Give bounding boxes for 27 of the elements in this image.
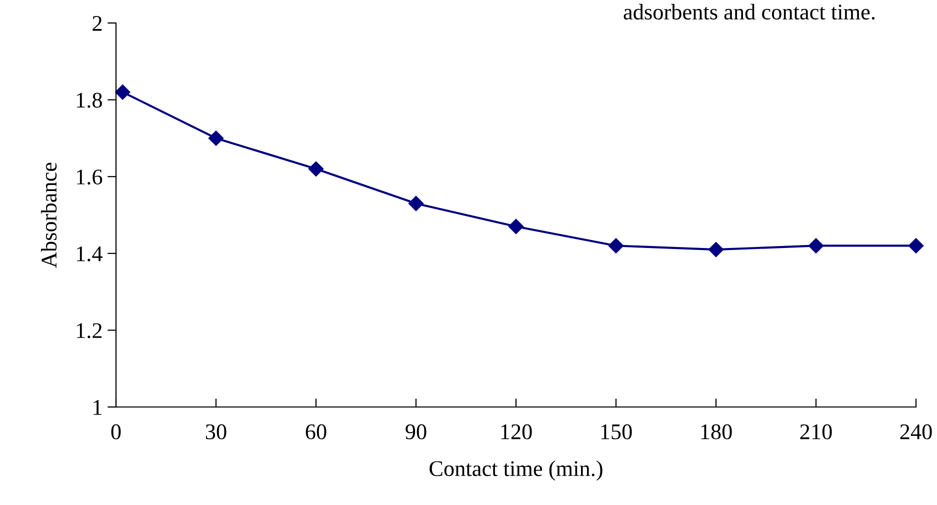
point <box>508 218 524 234</box>
x-tick-label: 210 <box>800 424 832 440</box>
y-tick-label: 1.4 <box>76 246 102 262</box>
x-tick-label: 240 <box>900 424 932 440</box>
point <box>808 238 824 254</box>
x-tick-label: 0 <box>111 424 121 440</box>
point <box>408 196 424 212</box>
x-tick-label: 90 <box>406 424 426 440</box>
x-tick-label: 30 <box>206 424 226 440</box>
x-tick-label: 150 <box>601 424 632 440</box>
y-tick-label: 2 <box>92 16 102 31</box>
x-tick-label: 120 <box>501 424 532 440</box>
point <box>308 161 324 176</box>
y-tick-label: 1.8 <box>76 92 102 108</box>
x-tick-label: 60 <box>306 424 326 440</box>
point <box>708 242 724 258</box>
point <box>908 238 924 254</box>
x-tick-label: 180 <box>701 424 732 440</box>
point <box>208 130 224 146</box>
y-tick-label: 1.6 <box>76 170 102 185</box>
point <box>608 238 624 254</box>
text: adsorbents and contact time. <box>624 4 875 20</box>
y-tick-label: 1 <box>94 400 102 415</box>
point <box>115 84 130 100</box>
x-axis-title: Contact time (min.) <box>430 460 602 481</box>
y-axis-title: Absorbance <box>40 162 57 268</box>
y-tick-label: 1.2 <box>76 323 102 338</box>
